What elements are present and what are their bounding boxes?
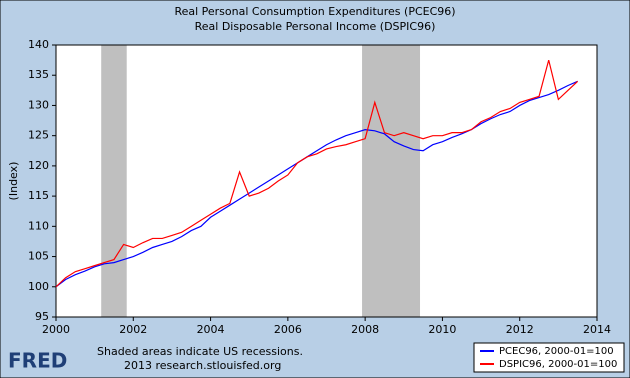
plot-area — [56, 45, 597, 317]
y-tick-label: 100 — [28, 280, 49, 293]
x-tick-label: 2000 — [42, 323, 70, 336]
x-tick-label: 2010 — [428, 323, 456, 336]
source: 2013 research.stlouisfed.org — [124, 359, 281, 372]
x-tick-label: 2012 — [506, 323, 534, 336]
x-tick-label: 2008 — [351, 323, 379, 336]
y-axis-label: (Index) — [7, 162, 20, 201]
legend — [473, 342, 625, 373]
y-tick-label: 140 — [28, 38, 49, 51]
y-tick-label: 120 — [28, 159, 49, 172]
logo: FRED — [8, 349, 67, 373]
series-line — [55, 59, 579, 288]
y-tick-label: 105 — [28, 250, 49, 263]
legend-label: DSPIC96, 2000-01=100 — [499, 359, 617, 370]
y-tick-label: 125 — [28, 129, 49, 142]
y-tick-label: 135 — [28, 68, 49, 81]
recession — [101, 45, 127, 317]
series-line — [55, 80, 578, 288]
chart-title: Real Personal Consumption Expenditures (… — [174, 5, 455, 18]
legend-label: PCEC96, 2000-01=100 — [499, 346, 614, 357]
x-tick-label: 2014 — [583, 323, 611, 336]
chart-subtitle: Real Disposable Personal Income (DSPIC96… — [195, 20, 436, 33]
y-tick-label: 115 — [28, 189, 49, 202]
y-tick-label: 130 — [28, 98, 49, 111]
y-tick-label: 110 — [28, 219, 49, 232]
plot-frame — [55, 44, 598, 318]
x-tick-label: 2004 — [197, 323, 225, 336]
recession — [362, 45, 421, 317]
note: Shaded areas indicate US recessions. — [97, 345, 303, 358]
x-tick-label: 2002 — [119, 323, 147, 336]
x-tick-label: 2006 — [274, 323, 302, 336]
y-tick-label: 95 — [35, 310, 49, 323]
